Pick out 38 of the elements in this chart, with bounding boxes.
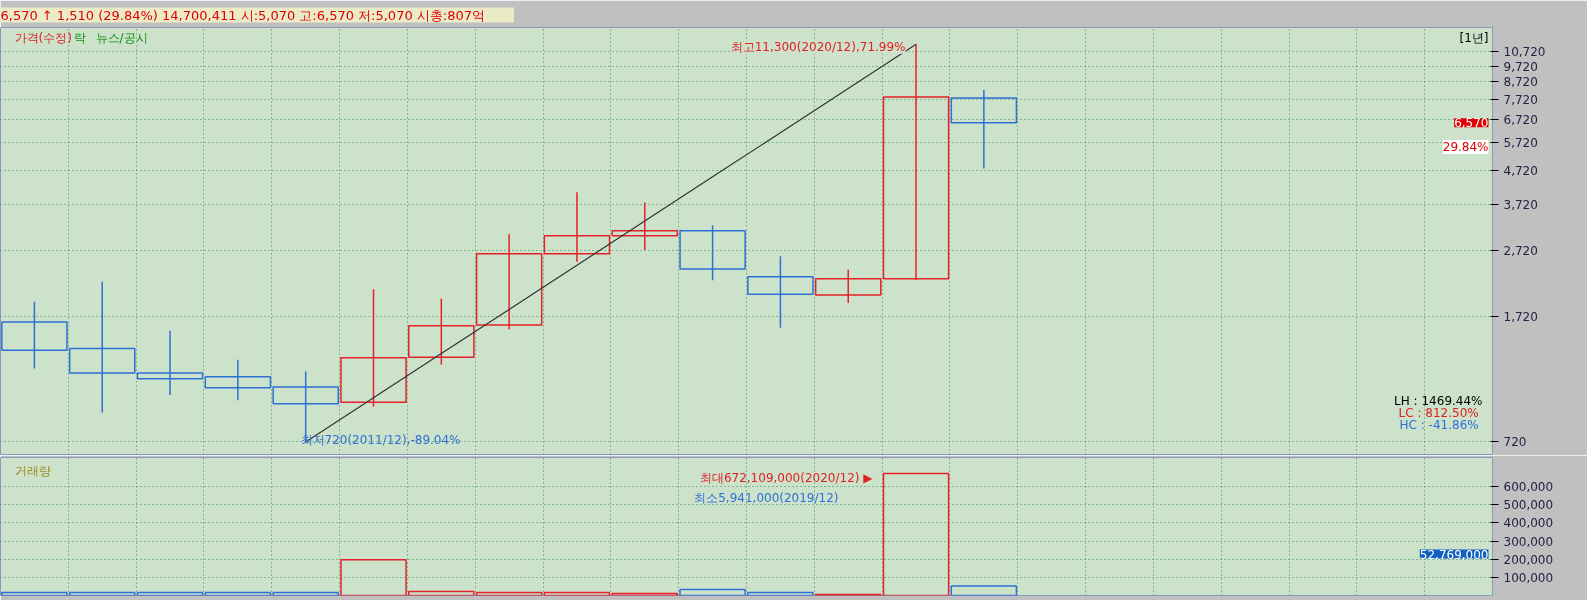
y-tick-label: 8,720 bbox=[1503, 75, 1538, 90]
annotation: 최대672,109,000(2020/12) ▶ bbox=[699, 471, 874, 486]
annotation: 최소5,941,000(2019/12) bbox=[694, 490, 839, 505]
candlestick bbox=[475, 233, 543, 330]
annotation: 가격(수정) bbox=[14, 31, 72, 46]
annotation: HC : -41.86% bbox=[1399, 418, 1479, 433]
annotation: 6,570 bbox=[1454, 116, 1489, 131]
annotation: [1년] bbox=[1459, 31, 1489, 46]
annotation: LC : 812.50% bbox=[1398, 406, 1479, 421]
y-tick-label: 400,000 bbox=[1503, 516, 1554, 531]
y-tick-label: 720 bbox=[1503, 435, 1527, 450]
annotation: 최고11,300(2020/12),71.99% bbox=[730, 39, 906, 54]
y-tick-label: 10,720 bbox=[1503, 45, 1546, 60]
y-tick-label: 2,720 bbox=[1503, 243, 1538, 258]
y-tick-label: 500,000 bbox=[1503, 498, 1554, 513]
chart-title: 6,570 ↑ 1,510 (29.84%) 14,700,411 시:5,070 고:6,570 저:5,070 시총:807억 bbox=[0, 7, 486, 23]
annotation: 29.84% bbox=[1442, 140, 1489, 155]
candlestick bbox=[950, 89, 1018, 170]
y-tick-label: 600,000 bbox=[1503, 480, 1554, 495]
y-tick-label: 200,000 bbox=[1503, 552, 1554, 567]
y-tick-label: 300,000 bbox=[1503, 534, 1554, 549]
y-tick-label: 1,720 bbox=[1503, 309, 1538, 324]
annotation: 뉴스/공시 bbox=[95, 31, 148, 46]
annotation: 52,769,000 bbox=[1419, 547, 1489, 562]
annotation: 최저720(2011/12),-89.04% bbox=[300, 432, 461, 447]
y-tick-label: 3,720 bbox=[1503, 198, 1538, 213]
annotation: 거래량 bbox=[14, 464, 51, 479]
y-tick-label: 100,000 bbox=[1503, 570, 1554, 585]
y-tick-label: 4,720 bbox=[1503, 163, 1538, 178]
y-tick-label: 7,720 bbox=[1503, 92, 1538, 107]
y-tick-label: 5,720 bbox=[1503, 136, 1538, 151]
candlestick bbox=[747, 255, 814, 329]
y-tick-label: 9,720 bbox=[1503, 59, 1538, 74]
annotation: LH : 1469.44% bbox=[1394, 394, 1483, 409]
y-tick-label: 6,720 bbox=[1503, 112, 1538, 127]
annotation: 락 bbox=[73, 31, 86, 46]
candlestick bbox=[679, 224, 746, 281]
candlestick bbox=[814, 268, 882, 304]
